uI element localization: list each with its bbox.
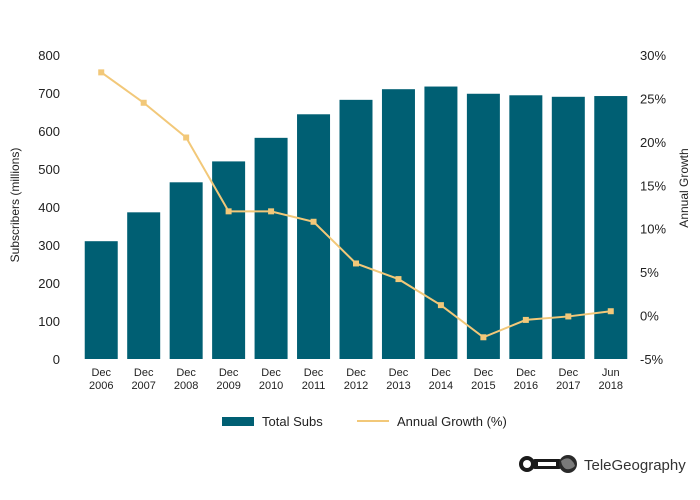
x-tick-label-0: Dec 2006 — [89, 367, 113, 392]
x-tick-label-9: Dec 2015 — [471, 367, 495, 392]
right-axis-ticks: -5% 0% 5% 10% 15% 20% 25% 30% — [640, 48, 666, 367]
growth-point-1 — [140, 99, 147, 106]
x-tick-label-10: Dec 2016 — [514, 367, 538, 392]
x-tick-label-12: Jun 2018 — [599, 367, 623, 392]
right-tick-label: 0% — [640, 309, 659, 324]
bar-1 — [127, 212, 161, 359]
growth-point-7 — [395, 276, 402, 283]
bar-2 — [169, 182, 203, 359]
growth-point-4 — [268, 208, 275, 215]
right-tick-label: 25% — [640, 91, 666, 106]
legend-swatch-total-subs — [222, 417, 254, 426]
growth-point-10 — [522, 316, 529, 323]
legend-label-total-subs: Total Subs — [262, 414, 323, 429]
right-tick-label: 10% — [640, 222, 666, 237]
bar-4 — [254, 137, 288, 359]
x-tick-label-1: Dec 2007 — [131, 367, 155, 392]
growth-point-11 — [565, 313, 572, 320]
growth-point-2 — [183, 134, 190, 141]
legend: Total Subs Annual Growth (%) — [222, 414, 507, 429]
x-tick-label-11: Dec 2017 — [556, 367, 580, 392]
bar-8 — [424, 86, 458, 359]
right-tick-label: 15% — [640, 178, 666, 193]
x-tick-label-3: Dec 2009 — [216, 367, 240, 392]
growth-point-0 — [98, 69, 105, 76]
bar-12 — [594, 96, 628, 359]
left-tick-label: 600 — [38, 124, 60, 139]
right-tick-label: 5% — [640, 265, 659, 280]
left-axis-ticks: 0 100 200 300 400 500 600 700 800 — [38, 48, 60, 367]
telegeography-logo-icon — [519, 455, 577, 473]
left-tick-label: 400 — [38, 200, 60, 215]
x-tick-label-2: Dec 2008 — [174, 367, 198, 392]
brand-name: TeleGeography — [584, 457, 686, 474]
right-axis-title: Annual Growth — [677, 148, 691, 227]
growth-point-3 — [225, 208, 232, 215]
growth-point-9 — [480, 334, 487, 341]
left-tick-label: 800 — [38, 48, 60, 63]
bar-5 — [297, 114, 331, 359]
x-tick-label-7: Dec 2013 — [386, 367, 410, 392]
left-tick-label: 300 — [38, 238, 60, 253]
bar-10 — [509, 95, 543, 359]
left-tick-label: 0 — [53, 352, 60, 367]
x-axis-ticks: Dec 2006 Dec 2007 Dec 2008 Dec 2009 Dec 2010 Dec 20… — [89, 367, 623, 392]
left-tick-label: 100 — [38, 314, 60, 329]
x-tick-label-4: Dec 2010 — [259, 367, 283, 392]
brand-logo: TeleGeography — [519, 455, 686, 474]
bar-series — [84, 86, 628, 360]
left-tick-label: 700 — [38, 86, 60, 101]
left-tick-label: 500 — [38, 162, 60, 177]
bar-6 — [339, 99, 373, 359]
x-tick-label-5: Dec 2011 — [302, 367, 326, 392]
growth-point-8 — [437, 302, 444, 309]
bar-0 — [84, 241, 118, 359]
growth-point-6 — [353, 260, 359, 267]
growth-point-12 — [607, 308, 614, 315]
right-tick-label: 20% — [640, 135, 666, 150]
left-axis-title: Subscribers (millions) — [8, 148, 22, 263]
legend-label-annual-growth: Annual Growth (%) — [397, 414, 507, 429]
x-tick-label-6: Dec 2012 — [344, 367, 368, 392]
left-tick-label: 200 — [38, 276, 60, 291]
bar-9 — [466, 93, 500, 359]
bar-3 — [212, 161, 246, 359]
bar-7 — [381, 89, 415, 359]
right-tick-label: 30% — [640, 48, 666, 63]
bar-11 — [551, 96, 585, 360]
line-series — [98, 69, 614, 341]
x-tick-label-8: Dec 2014 — [429, 367, 453, 392]
right-tick-label: -5% — [640, 352, 664, 367]
growth-point-5 — [310, 218, 317, 225]
